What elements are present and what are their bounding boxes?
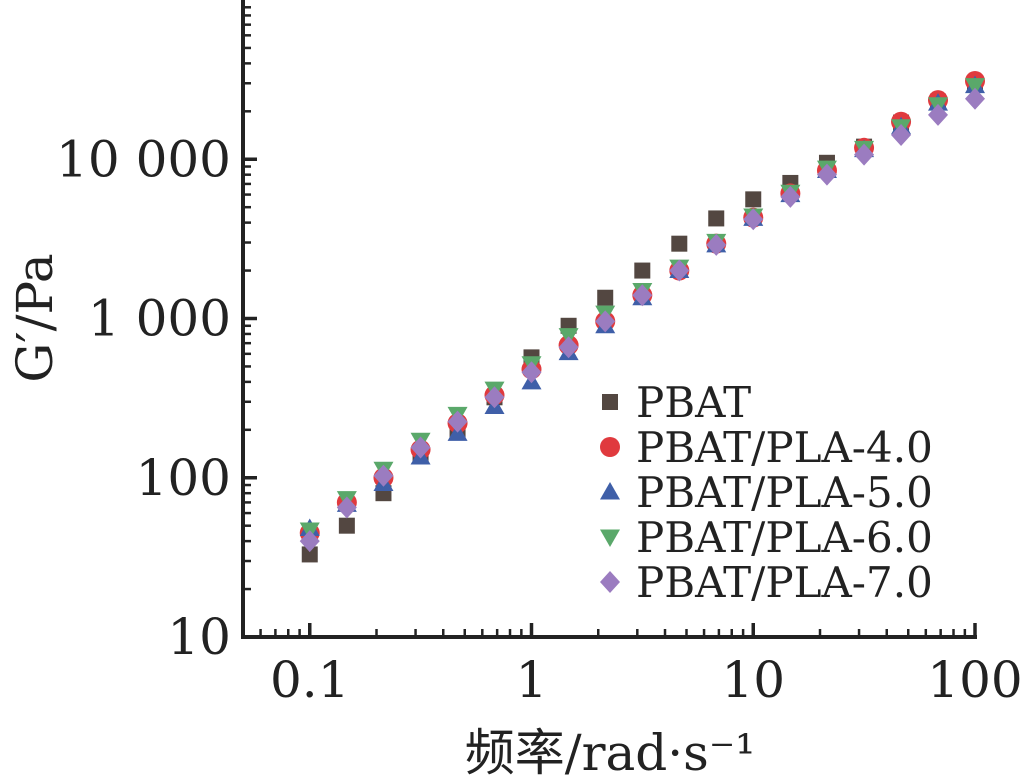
- data-point: [447, 410, 468, 433]
- legend-label: PBAT/PLA-7.0: [636, 558, 933, 607]
- data-point: [928, 103, 949, 126]
- data-point: [816, 163, 837, 186]
- legend-marker: [600, 482, 620, 500]
- x-tick-label: 10: [721, 651, 785, 709]
- y-tick-label: 10: [167, 608, 231, 666]
- data-point: [634, 262, 651, 279]
- legend-label: PBAT: [636, 378, 751, 427]
- legend-label: PBAT/PLA-4.0: [636, 423, 933, 472]
- data-point: [338, 517, 355, 534]
- x-axis-title: 频率/rad·s⁻¹: [465, 724, 756, 782]
- x-tick-label: 0.1: [270, 651, 350, 709]
- data-point: [743, 208, 764, 231]
- legend-marker: [600, 437, 620, 457]
- data-point: [671, 235, 688, 252]
- data-point: [669, 259, 690, 282]
- data-point: [965, 78, 985, 96]
- y-tick-label: 100: [136, 449, 231, 507]
- legend-marker: [600, 529, 620, 547]
- data-point: [299, 530, 320, 553]
- axes: [241, 0, 977, 639]
- y-axis-title: G′/Pa: [6, 253, 64, 382]
- data-point: [965, 87, 985, 110]
- data-point: [373, 464, 394, 487]
- data-point: [484, 386, 505, 409]
- legend-marker: [602, 394, 618, 410]
- data-point: [521, 361, 542, 384]
- data-point: [558, 336, 579, 359]
- data-point: [410, 436, 431, 459]
- legend-label: PBAT/PLA-6.0: [636, 513, 933, 562]
- x-tick-label: 1: [516, 651, 548, 709]
- data-point: [597, 289, 614, 306]
- data-point: [336, 496, 357, 519]
- y-tick-label: 10 000: [56, 130, 231, 188]
- data-markers: [299, 71, 985, 563]
- data-point: [708, 210, 725, 227]
- data-point: [301, 546, 318, 563]
- data-point: [595, 310, 616, 333]
- y-tick-labels: 10 100 1 000 10 000: [56, 130, 231, 666]
- data-point: [632, 284, 653, 307]
- series-pbat-pla-7-0: [299, 87, 985, 553]
- legend-marker: [600, 571, 620, 593]
- x-tick-labels: 0.1 1 10 100: [270, 651, 1020, 709]
- data-point: [891, 123, 912, 146]
- data-point: [780, 185, 801, 208]
- data-point: [706, 233, 727, 256]
- legend: PBATPBAT/PLA-4.0PBAT/PLA-5.0PBAT/PLA-6.0…: [600, 378, 933, 607]
- x-tick-label: 100: [927, 651, 1020, 709]
- data-point: [854, 143, 875, 166]
- legend-label: PBAT/PLA-5.0: [636, 468, 933, 517]
- y-tick-label: 1 000: [88, 290, 231, 348]
- data-point: [745, 191, 762, 208]
